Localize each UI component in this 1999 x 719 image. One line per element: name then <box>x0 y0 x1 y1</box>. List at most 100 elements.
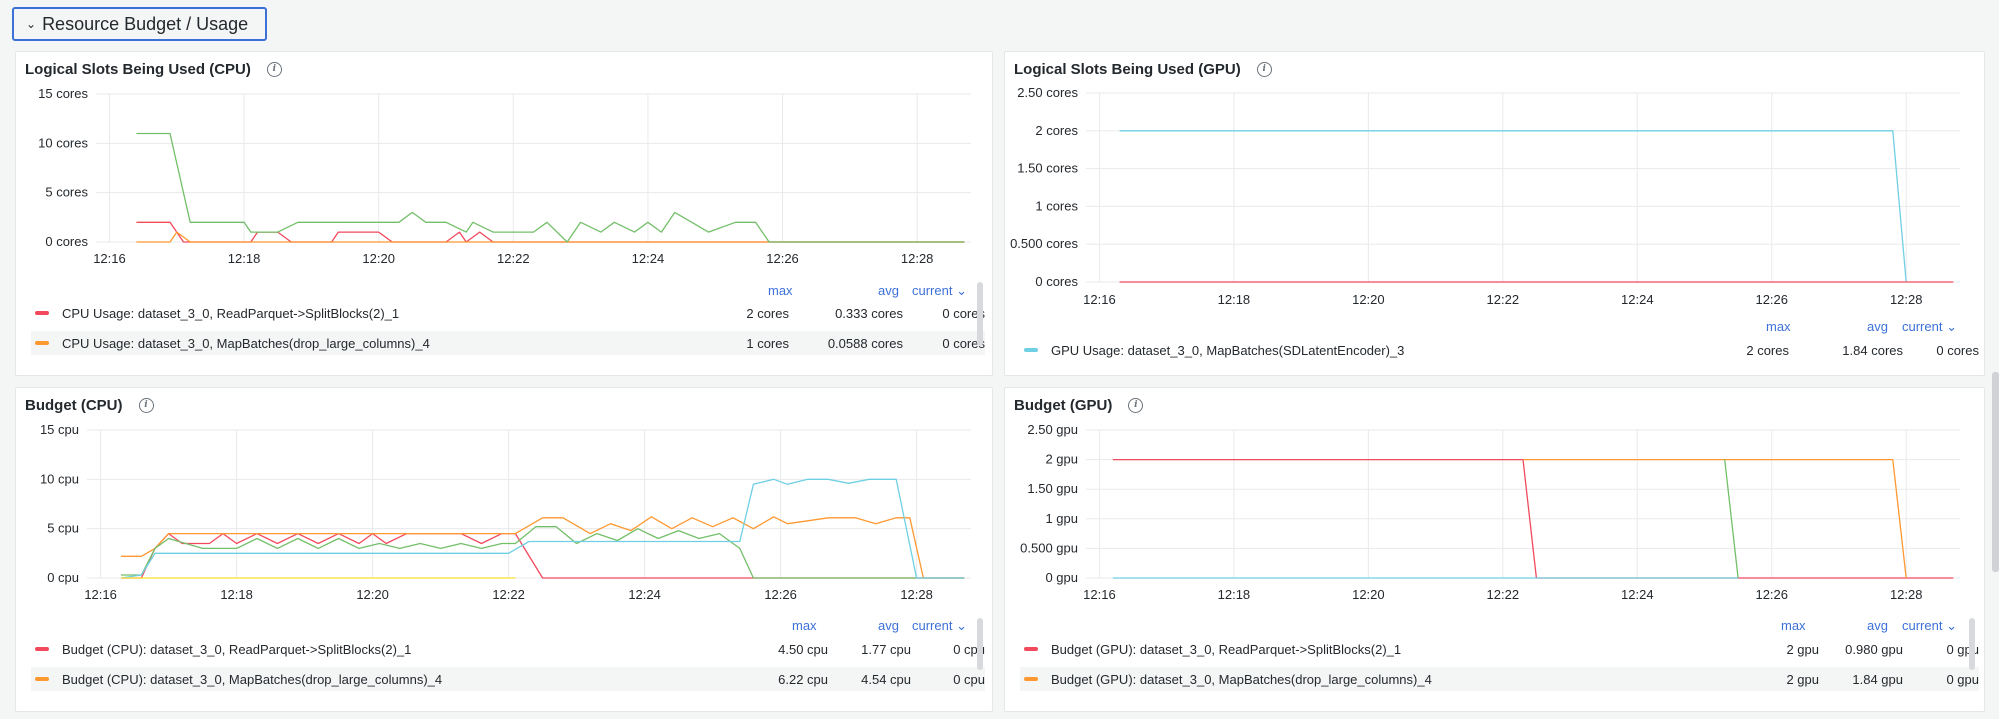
legend-avg: 1.77 cpu <box>861 641 911 657</box>
x-tick-label: 12:18 <box>228 251 261 266</box>
panel-title-text: Logical Slots Being Used (CPU) <box>25 61 251 78</box>
legend-header-avg[interactable]: avg <box>1867 319 1888 334</box>
x-tick-label: 12:20 <box>362 251 395 266</box>
legend-avg: 0.980 gpu <box>1845 641 1903 657</box>
x-tick-label: 12:22 <box>497 251 530 266</box>
legend-header-current[interactable]: current ⌄ <box>912 283 967 298</box>
chevron-down-icon: ⌄ <box>26 17 37 31</box>
legend-header-current[interactable]: current ⌄ <box>1902 618 1957 633</box>
y-tick-label: 1.50 gpu <box>1027 481 1078 496</box>
legend-max: 2 cores <box>746 305 789 321</box>
legend-row[interactable]: GPU Usage: dataset_3_0, MapBatches(SDLat… <box>1020 338 1979 362</box>
legend-swatch <box>35 311 49 315</box>
y-tick-label: 5 cores <box>45 185 88 200</box>
legend-row[interactable]: CPU Usage: dataset_3_0, ReadParquet->Spl… <box>31 301 985 325</box>
panel-cpu-slots: Logical Slots Being Used (CPU) i 0 cores… <box>15 51 993 376</box>
info-icon[interactable]: i <box>266 62 282 77</box>
chart-budget-cpu: 0 cpu 5 cpu 10 cpu 15 cpu 12:16 12:18 12:20 12:… <box>40 422 971 602</box>
legend-current: 0 cores <box>942 305 985 321</box>
x-tick-label: 12:18 <box>1218 292 1251 307</box>
legend-header-max[interactable]: max <box>1781 618 1806 633</box>
x-tick-label: 12:24 <box>1621 587 1654 602</box>
panel-budget-gpu: Budget (GPU) i 0 gpu 0.500 gpu 1 gpu 1.50 g… <box>1004 387 1985 712</box>
legend-header-avg[interactable]: avg <box>878 618 899 633</box>
y-tick-label: 10 cpu <box>40 471 79 486</box>
legend-header-current[interactable]: current ⌄ <box>912 618 967 633</box>
x-tick-label: 12:28 <box>1890 292 1923 307</box>
legend-swatch <box>1024 348 1038 352</box>
page-scrollbar[interactable] <box>1992 372 1999 572</box>
y-tick-label: 0 cores <box>1035 274 1078 289</box>
series-line-3 <box>120 478 965 579</box>
series-line-2 <box>136 132 965 243</box>
x-tick-label: 12:26 <box>1755 292 1788 307</box>
x-tick-label: 12:24 <box>628 587 661 602</box>
legend-current: 0 cores <box>942 335 985 351</box>
legend-max: 1 cores <box>746 335 789 351</box>
legend-current: 0 gpu <box>1946 671 1979 687</box>
legend-header-current[interactable]: current ⌄ <box>1902 319 1957 334</box>
info-icon[interactable]: i <box>138 398 154 413</box>
panel-title-text: Logical Slots Being Used (GPU) <box>1014 61 1241 78</box>
y-tick-label: 0 gpu <box>1045 570 1078 585</box>
x-tick-label: 12:24 <box>632 251 665 266</box>
x-tick-label: 12:16 <box>84 587 117 602</box>
legend: max avg current ⌄ CPU Usage: dataset_3_0… <box>25 283 985 363</box>
series-line-2 <box>1724 459 1739 579</box>
info-icon[interactable]: i <box>1128 398 1144 413</box>
panel-title-text: Budget (GPU) <box>1014 397 1113 414</box>
legend-avg: 0.333 cores <box>835 305 903 321</box>
legend-avg: 4.54 cpu <box>861 671 911 687</box>
series-line-0 <box>121 532 965 579</box>
x-tick-label: 12:26 <box>764 587 797 602</box>
legend-label: Budget (CPU): dataset_3_0, MapBatches(dr… <box>62 671 443 687</box>
legend-swatch <box>1024 677 1038 681</box>
legend-current: 0 cores <box>1936 342 1979 358</box>
legend-row[interactable]: Budget (GPU): dataset_3_0, ReadParquet->… <box>1020 637 1979 661</box>
legend-header-max[interactable]: max <box>768 283 793 298</box>
x-tick-label: 12:18 <box>220 587 253 602</box>
x-tick-label: 12:28 <box>901 251 934 266</box>
x-tick-label: 12:22 <box>1487 292 1520 307</box>
info-icon[interactable]: i <box>1256 62 1272 77</box>
legend-avg: 0.0588 cores <box>827 335 903 351</box>
legend-header-avg[interactable]: avg <box>878 283 899 298</box>
series-line-2 <box>121 526 965 579</box>
series-line-1 <box>136 231 965 243</box>
y-tick-label: 0.500 gpu <box>1020 540 1078 555</box>
legend-header-avg[interactable]: avg <box>1867 618 1888 633</box>
legend-scrollbar[interactable] <box>977 618 983 670</box>
x-tick-label: 12:20 <box>356 587 389 602</box>
legend-current: 0 cpu <box>953 671 985 687</box>
x-tick-label: 12:26 <box>1755 587 1788 602</box>
legend-label: CPU Usage: dataset_3_0, MapBatches(drop_… <box>62 335 430 351</box>
legend-row[interactable]: Budget (CPU): dataset_3_0, MapBatches(dr… <box>31 667 985 691</box>
legend-row[interactable]: Budget (GPU): dataset_3_0, MapBatches(dr… <box>1020 667 1979 691</box>
legend-swatch <box>35 341 49 345</box>
legend: max avg current ⌄ Budget (GPU): dataset_… <box>1014 618 1979 698</box>
x-tick-label: 12:20 <box>1352 587 1385 602</box>
x-tick-label: 12:16 <box>1083 587 1116 602</box>
panel-title: Budget (CPU) i <box>25 397 154 414</box>
series-line-1 <box>1523 458 1907 579</box>
legend-header-max[interactable]: max <box>792 618 817 633</box>
series-line-0 <box>1119 130 1907 283</box>
x-tick-label: 12:28 <box>900 587 933 602</box>
legend-scrollbar[interactable] <box>1969 618 1975 670</box>
legend-label: Budget (GPU): dataset_3_0, ReadParquet->… <box>1051 641 1402 657</box>
series-line-1 <box>121 516 965 579</box>
legend-header-max[interactable]: max <box>1766 319 1791 334</box>
x-tick-label: 12:18 <box>1218 587 1251 602</box>
x-tick-label: 12:16 <box>93 251 126 266</box>
y-tick-label: 0 cpu <box>47 570 79 585</box>
y-tick-label: 1 cores <box>1035 198 1078 213</box>
y-tick-label: 0 cores <box>45 234 88 249</box>
row-title: Resource Budget / Usage <box>42 13 249 34</box>
legend-scrollbar[interactable] <box>977 282 983 346</box>
legend-label: GPU Usage: dataset_3_0, MapBatches(SDLat… <box>1051 342 1405 358</box>
legend-row[interactable]: CPU Usage: dataset_3_0, MapBatches(drop_… <box>31 331 985 355</box>
x-tick-label: 12:22 <box>1487 587 1520 602</box>
series-line-0 <box>1112 458 1954 579</box>
row-header-resource-budget[interactable]: ⌄ Resource Budget / Usage <box>12 7 267 41</box>
legend-row[interactable]: Budget (CPU): dataset_3_0, ReadParquet->… <box>31 637 985 661</box>
